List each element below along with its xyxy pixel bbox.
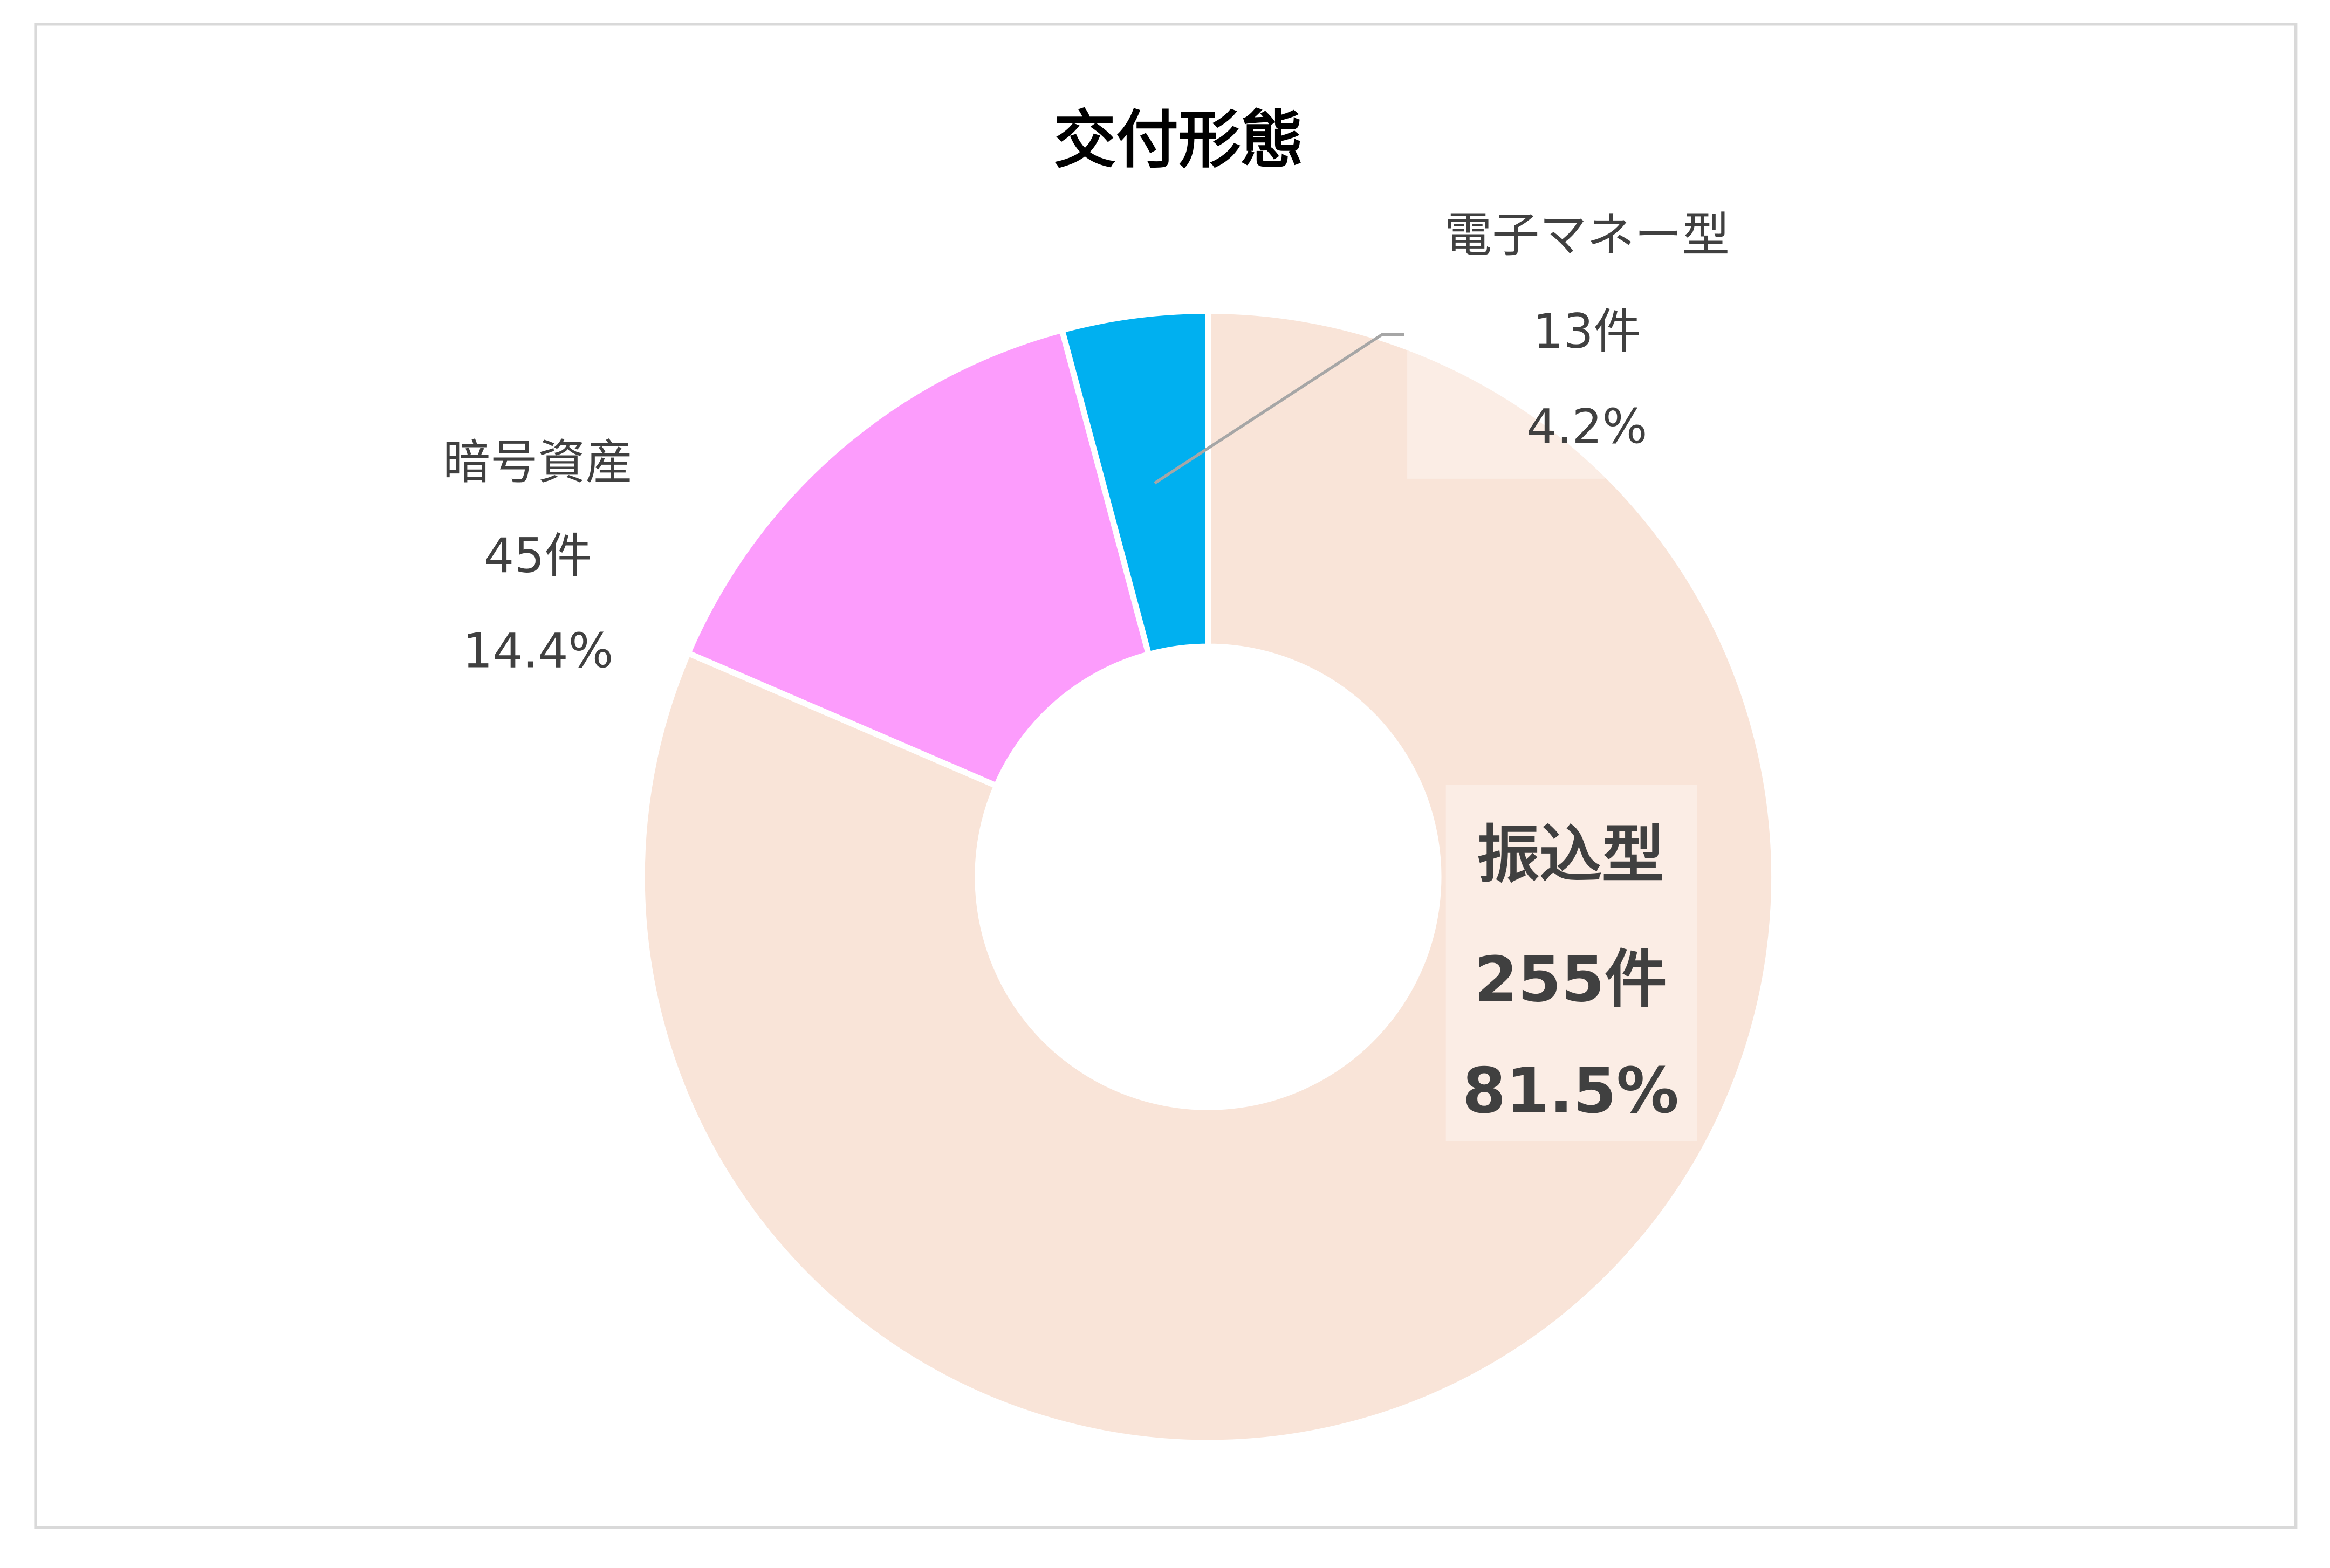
wedges — [639, 307, 1778, 1446]
label-background — [1407, 334, 1605, 479]
donut-segment — [1058, 307, 1211, 658]
labels: 振込型 255件 81.5% 暗号資産 45件 14.4% 電子マネー型 13件 4.2% — [443, 207, 1730, 1141]
donut-segment — [684, 326, 1153, 790]
leader-line — [1154, 333, 1404, 485]
percentage-label: 14.4% — [462, 623, 613, 678]
value-label: 45件 — [484, 528, 592, 583]
percentage-label: 81.5% — [1462, 1055, 1678, 1127]
category-label: 電子マネー型 — [1444, 207, 1730, 263]
value-label: 255件 — [1475, 944, 1667, 1016]
donut-segment — [639, 307, 1778, 1446]
value-label: 13件 — [1533, 304, 1641, 359]
category-label: 暗号資産 — [443, 434, 633, 490]
chart-title: 交付形態 — [1053, 105, 1303, 177]
category-label: 振込型 — [1477, 819, 1664, 891]
label-background — [1445, 785, 1697, 1141]
percentage-label: 4.2% — [1526, 398, 1647, 454]
